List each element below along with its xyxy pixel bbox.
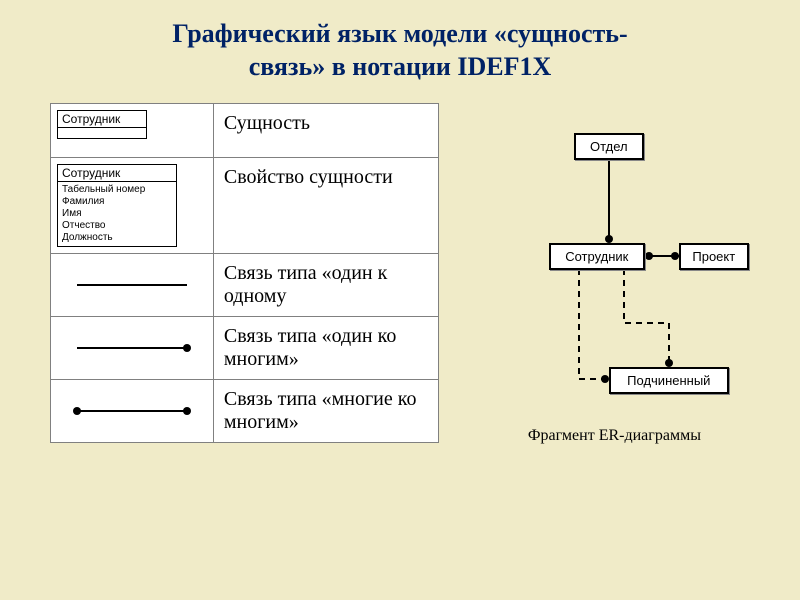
table-row: Связь типа «многие ко многим»	[51, 380, 439, 443]
symbol-cell-rel-1-n	[51, 317, 214, 380]
entity-attr: Отчество	[62, 220, 172, 232]
entity-title: Сотрудник	[58, 111, 146, 128]
rel-many-to-many-icon	[67, 401, 197, 421]
page-title: Графический язык модели «сущность- связь…	[0, 0, 800, 93]
symbol-cell-rel-n-n	[51, 380, 214, 443]
entity-attr: Фамилия	[62, 196, 172, 208]
table-row: Связь типа «один к одному	[51, 254, 439, 317]
symbol-cell-rel-1-1	[51, 254, 214, 317]
notation-table-wrap: Сотрудник Сущность Сотрудник Табельный н…	[50, 103, 439, 445]
desc-cell: Связь типа «один к одному	[213, 254, 438, 317]
er-diagram: Отдел Сотрудник Проект Подчиненный	[459, 103, 759, 423]
entity-attr: Табельный номер	[62, 184, 172, 196]
notation-table: Сотрудник Сущность Сотрудник Табельный н…	[50, 103, 439, 443]
entity-attr: Имя	[62, 208, 172, 220]
rel-one-to-many-icon	[67, 338, 197, 358]
er-node-proj: Проект	[679, 243, 749, 270]
entity-box-simple: Сотрудник	[57, 110, 147, 139]
title-line-1: Графический язык модели «сущность-	[40, 18, 760, 51]
table-row: Сотрудник Табельный номер Фамилия Имя От…	[51, 158, 439, 254]
table-row: Связь типа «один ко многим»	[51, 317, 439, 380]
table-row: Сотрудник Сущность	[51, 104, 439, 158]
er-diagram-wrap: Отдел Сотрудник Проект Подчиненный Фрагм…	[459, 103, 770, 445]
rel-one-to-one-icon	[67, 275, 197, 295]
entity-attr: Должность	[62, 232, 172, 244]
symbol-cell-entity-attrs: Сотрудник Табельный номер Фамилия Имя От…	[51, 158, 214, 254]
er-node-emp: Сотрудник	[549, 243, 645, 270]
entity-attrs: Табельный номер Фамилия Имя Отчество Дол…	[58, 182, 176, 246]
desc-cell: Связь типа «один ко многим»	[213, 317, 438, 380]
entity-box-full: Сотрудник Табельный номер Фамилия Имя От…	[57, 164, 177, 247]
desc-cell: Сущность	[213, 104, 438, 158]
title-line-2: связь» в нотации IDEF1X	[40, 51, 760, 84]
symbol-cell-entity: Сотрудник	[51, 104, 214, 158]
desc-cell: Свойство сущности	[213, 158, 438, 254]
entity-title: Сотрудник	[58, 165, 176, 182]
er-node-dept: Отдел	[574, 133, 644, 160]
content-area: Сотрудник Сущность Сотрудник Табельный н…	[0, 93, 800, 445]
desc-cell: Связь типа «многие ко многим»	[213, 380, 438, 443]
er-caption: Фрагмент ER-диаграммы	[459, 427, 770, 445]
er-node-sub: Подчиненный	[609, 367, 729, 394]
